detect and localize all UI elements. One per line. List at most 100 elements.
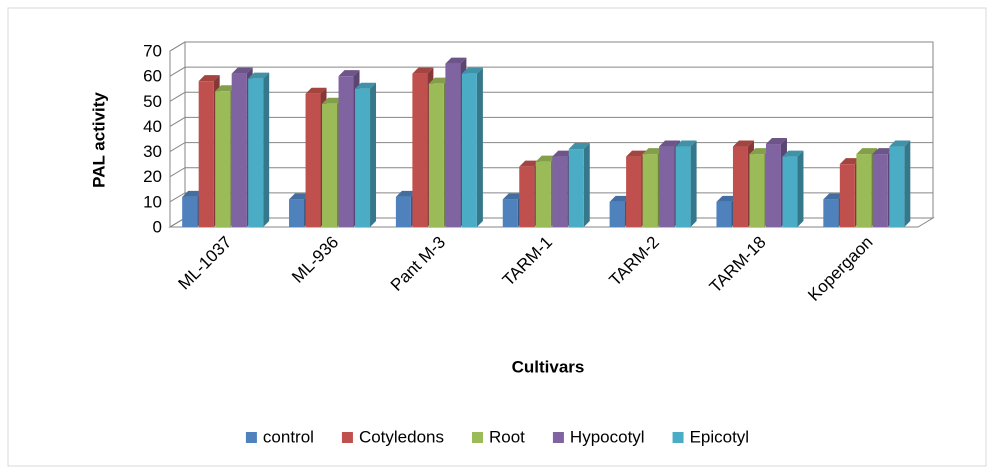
bar-top [552, 150, 574, 157]
bar-top [248, 72, 270, 79]
bar [626, 156, 642, 227]
y-tick-label: 60 [143, 67, 162, 86]
bar [823, 199, 839, 227]
bar [889, 146, 905, 227]
y-axis-title: PAL activity [89, 92, 108, 188]
legend-label: Epicotyl [690, 427, 750, 446]
bar [856, 154, 872, 227]
bar [289, 199, 305, 227]
bar [502, 199, 518, 227]
legend-swatch [245, 432, 257, 443]
bar-side [797, 150, 804, 227]
bar [552, 156, 568, 227]
bar-top [782, 150, 804, 157]
bar [461, 73, 477, 227]
bar-top [412, 67, 434, 74]
bar [355, 88, 371, 227]
bar-top [839, 158, 861, 165]
legend-swatch [472, 432, 483, 443]
bar-top [322, 97, 344, 104]
y-tick-label: 50 [143, 92, 162, 111]
bar-top [568, 143, 590, 150]
bar [322, 103, 338, 227]
grid-line [169, 66, 933, 77]
legend-swatch [672, 432, 684, 443]
bar [519, 166, 535, 227]
bar [395, 196, 411, 227]
bar-side [904, 140, 911, 227]
bar [765, 144, 781, 227]
bar-top [659, 140, 681, 147]
bar-top [519, 160, 541, 167]
grid-line [169, 41, 933, 52]
bar-top [675, 140, 697, 147]
bar-top [289, 193, 311, 200]
bar [675, 146, 691, 227]
y-tick-label: 20 [143, 167, 162, 186]
bar-top [461, 67, 483, 74]
bar [839, 164, 855, 227]
bar-top [765, 138, 787, 145]
bar [732, 146, 748, 227]
bar-top [609, 195, 631, 202]
bar-side [263, 72, 270, 228]
y-tick-label: 30 [143, 142, 162, 161]
bar-top [502, 193, 524, 200]
bar-side [370, 82, 377, 227]
bar [215, 91, 231, 227]
y-tick-label: 0 [153, 217, 162, 236]
bar-top [872, 148, 894, 155]
grid-line [169, 91, 933, 102]
bar-top [182, 190, 204, 197]
bar-top [395, 190, 417, 197]
bar [568, 149, 584, 227]
bar [182, 196, 198, 227]
bar [305, 93, 321, 227]
legend-label: Root [489, 427, 525, 446]
bar-side [476, 67, 483, 227]
legend-swatch [552, 432, 564, 443]
legend-label: control [263, 427, 314, 446]
bar-top [355, 82, 377, 89]
bar [248, 78, 264, 228]
bar-top [749, 148, 771, 155]
bar-top [198, 75, 220, 82]
bar [642, 154, 658, 227]
bar-top [338, 70, 360, 77]
bar [198, 81, 214, 228]
bar-top [642, 148, 664, 155]
bar-top [535, 155, 557, 162]
bar [231, 73, 247, 227]
bar [428, 83, 444, 227]
bar [749, 154, 765, 227]
bar [872, 154, 888, 227]
grid-line [169, 116, 933, 127]
bar-top [428, 77, 450, 84]
bar [338, 76, 354, 228]
bar-top [889, 140, 911, 147]
bar [609, 201, 625, 227]
bar-top [716, 195, 738, 202]
bar [535, 161, 551, 227]
bar [659, 146, 675, 227]
bar-top [856, 148, 878, 155]
bar-side [583, 143, 590, 227]
legend-label: Hypocotyl [570, 427, 645, 446]
y-tick-label: 40 [143, 117, 162, 136]
y-tick-label: 10 [143, 192, 162, 211]
bar-top [215, 85, 237, 92]
bar-top [445, 57, 467, 64]
bar [445, 63, 461, 228]
bar [412, 73, 428, 227]
bar [716, 201, 732, 227]
bar-top [305, 87, 327, 94]
y-tick-label: 70 [143, 41, 162, 60]
x-axis-title: Cultivars [512, 357, 585, 376]
bar-top [231, 67, 253, 74]
bar-side [690, 140, 697, 227]
legend-label: Cotyledons [359, 427, 444, 446]
bar-top [823, 193, 845, 200]
bar-top [732, 140, 754, 147]
bar-top [626, 150, 648, 157]
